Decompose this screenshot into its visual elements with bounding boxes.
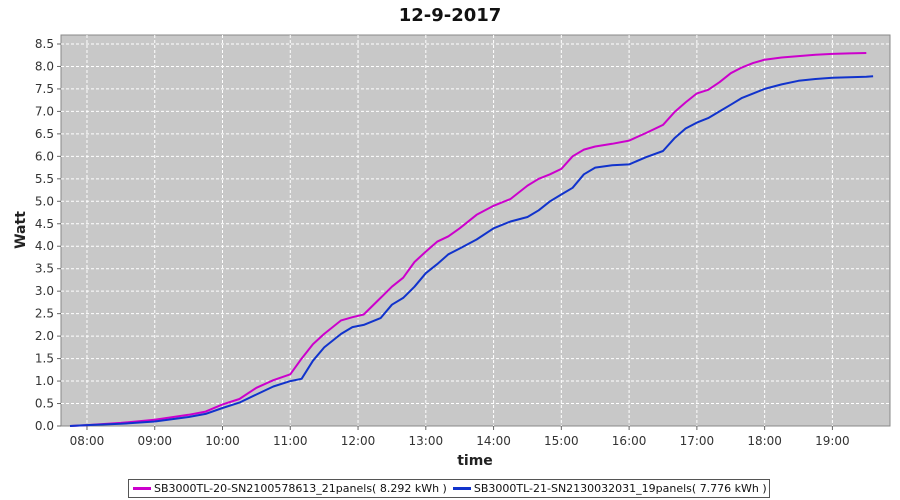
legend-swatch-series-1 (133, 487, 151, 490)
y-tick-label: 8.0 (35, 59, 54, 73)
legend-swatch-series-2 (452, 487, 471, 490)
y-tick-label: 7.0 (35, 104, 54, 118)
y-tick-label: 2.5 (35, 307, 54, 321)
y-tick-label: 6.0 (35, 149, 54, 163)
x-tick-label: 13:00 (409, 434, 444, 448)
x-tick-label: 14:00 (476, 434, 511, 448)
axes: 0.0 0.5 1.0 1.5 2.0 2.5 3.0 3.5 4.0 4.5 5.0 5.5 6.0 6… (35, 37, 850, 448)
legend-label-series-1: SB3000TL-20-SN2100578613_21panels( 8.292… (154, 482, 447, 495)
y-tick-label: 3.5 (35, 262, 54, 276)
x-tick-label: 19:00 (815, 434, 850, 448)
y-tick-label: 4.0 (35, 239, 54, 253)
grid-lines (61, 35, 890, 426)
x-tick-label: 09:00 (137, 434, 172, 448)
y-tick-label: 7.5 (35, 82, 54, 96)
y-tick-label: 2.0 (35, 329, 54, 343)
y-tick-label: 1.0 (35, 374, 54, 388)
y-tick-label: 6.5 (35, 127, 54, 141)
y-tick-label: 0.5 (35, 397, 54, 411)
legend-label-series-2: SB3000TL-21-SN2130032031_19panels( 7.776… (473, 482, 767, 495)
x-tick-label: 08:00 (70, 434, 105, 448)
x-tick-label: 17:00 (680, 434, 715, 448)
x-tick-label: 18:00 (747, 434, 782, 448)
series-lines (69, 52, 874, 427)
series-line-2 (69, 75, 874, 427)
y-tick-label: 5.0 (35, 194, 54, 208)
legend-item-series-2: SB3000TL-21-SN2130032031_19panels( 7.776… (452, 482, 767, 495)
y-tick-label: 8.5 (35, 37, 54, 51)
legend: SB3000TL-20-SN2100578613_21panels( 8.292… (128, 479, 770, 498)
x-tick-label: 12:00 (341, 434, 376, 448)
chart-title: 12-9-2017 (399, 5, 502, 26)
y-tick-label: 3.0 (35, 284, 54, 298)
y-tick-label: 5.5 (35, 172, 54, 186)
x-tick-label: 15:00 (544, 434, 579, 448)
x-axis-label: time (457, 453, 493, 469)
series-line-1 (69, 52, 867, 427)
y-tick-label: 0.0 (35, 419, 54, 433)
x-tick-label: 10:00 (205, 434, 240, 448)
y-axis-label: Watt (13, 211, 29, 249)
plot-area (60, 34, 891, 427)
legend-item-series-1: SB3000TL-20-SN2100578613_21panels( 8.292… (133, 482, 447, 495)
x-tick-label: 16:00 (612, 434, 647, 448)
y-tick-label: 4.5 (35, 217, 54, 231)
x-tick-label: 11:00 (273, 434, 308, 448)
y-tick-label: 1.5 (35, 352, 54, 366)
